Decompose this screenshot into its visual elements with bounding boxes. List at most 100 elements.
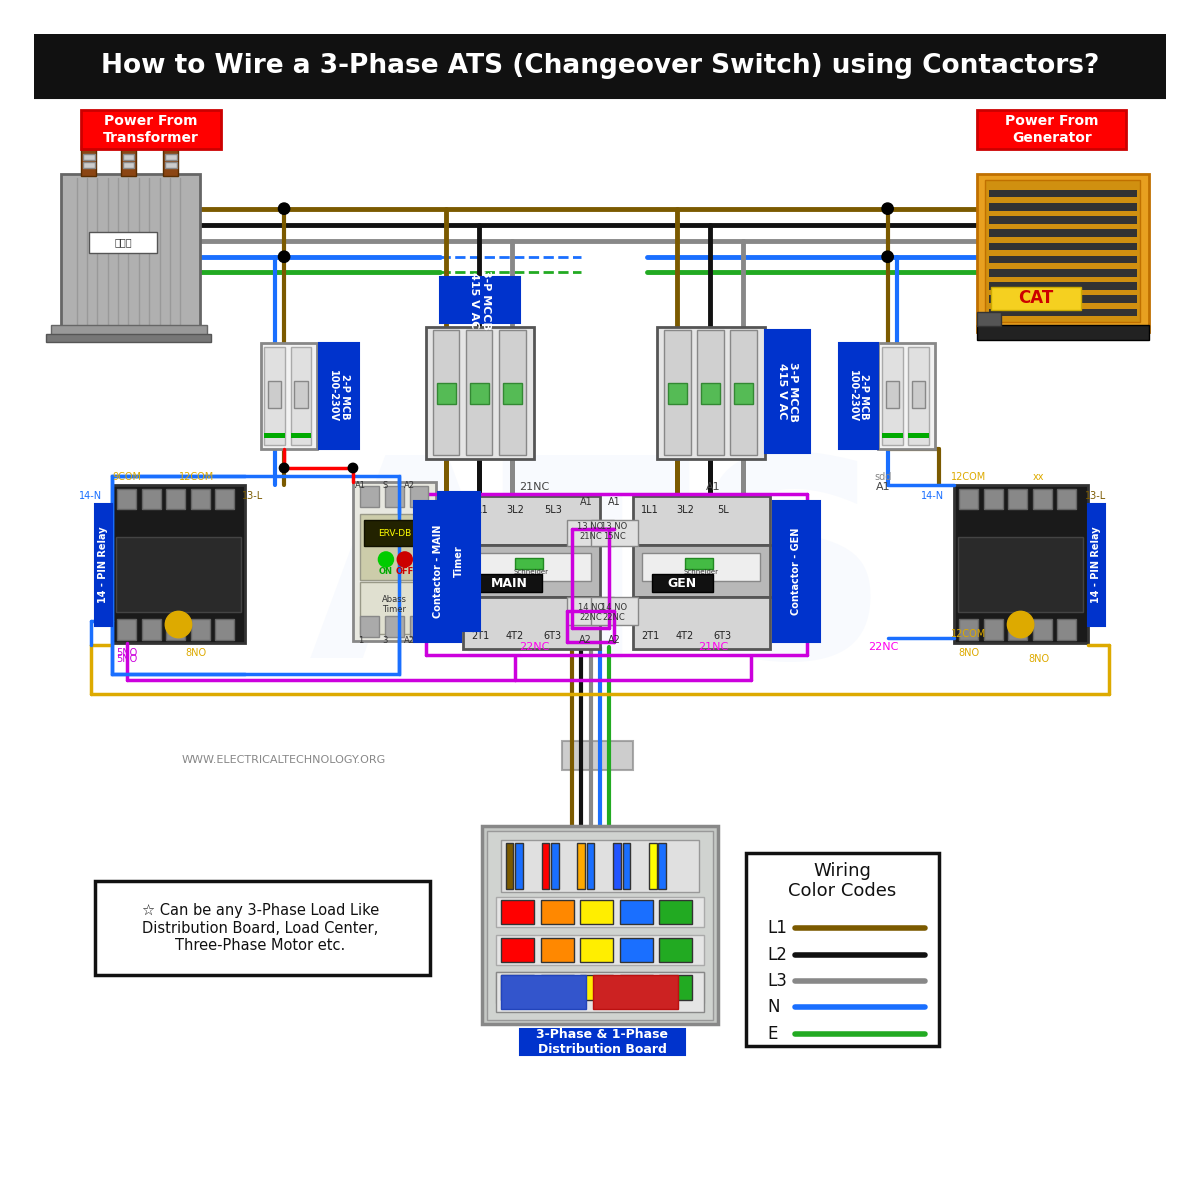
Text: xx: xx (1033, 473, 1044, 482)
Text: 14 - PIN Relay: 14 - PIN Relay (98, 527, 108, 604)
Bar (1008, 488, 1027, 510)
Text: 2T1: 2T1 (472, 631, 490, 641)
Bar (1057, 488, 1076, 510)
Circle shape (348, 463, 358, 473)
Bar (503, 383, 522, 404)
Bar (1033, 488, 1051, 510)
Bar (989, 203, 1136, 210)
Bar (652, 574, 713, 593)
Bar (166, 154, 176, 160)
Text: 1L1: 1L1 (472, 505, 490, 516)
Text: 2T1: 2T1 (641, 631, 659, 641)
Bar (989, 256, 1136, 263)
Text: 3-P MCCB
415 V AC: 3-P MCCB 415 V AC (469, 270, 491, 330)
Text: 22NC: 22NC (518, 642, 550, 652)
Bar (470, 383, 488, 404)
Bar (142, 619, 161, 640)
Bar (649, 844, 656, 888)
Bar (984, 619, 1003, 640)
Bar (620, 976, 653, 1000)
Text: 15NC: 15NC (602, 533, 625, 541)
Bar (977, 325, 1148, 340)
Bar (551, 844, 558, 888)
Bar (959, 488, 978, 510)
Text: A1: A1 (876, 482, 890, 492)
Bar (438, 492, 480, 631)
Bar (634, 598, 769, 649)
Text: Abass
Timer: Abass Timer (382, 595, 407, 614)
Bar (566, 598, 614, 625)
Text: 5L3: 5L3 (544, 505, 562, 516)
Text: 12COM: 12COM (952, 629, 986, 638)
Bar (385, 486, 404, 506)
Text: 5L: 5L (716, 505, 728, 516)
Bar (319, 343, 359, 449)
Text: Contactor - GEN: Contactor - GEN (791, 528, 802, 616)
Text: 3: 3 (383, 636, 388, 646)
Bar (433, 330, 460, 455)
Bar (290, 347, 312, 445)
Bar (166, 162, 176, 168)
Bar (47, 334, 211, 342)
Bar (121, 145, 136, 175)
Bar (613, 844, 620, 888)
Bar (660, 976, 692, 1000)
Circle shape (882, 251, 893, 263)
Text: 2-P MCB
100-230V: 2-P MCB 100-230V (847, 371, 869, 422)
Text: A1: A1 (607, 497, 620, 506)
Bar (167, 488, 185, 510)
Circle shape (278, 203, 289, 215)
Bar (166, 140, 176, 149)
Text: 22NC: 22NC (580, 613, 602, 623)
Bar (290, 433, 312, 438)
Bar (660, 937, 692, 962)
Bar (112, 485, 246, 643)
Text: L3: L3 (767, 972, 787, 990)
Bar (365, 520, 425, 546)
Bar (620, 937, 653, 962)
Bar (697, 330, 724, 455)
Text: 14 - PIN Relay: 14 - PIN Relay (1091, 527, 1102, 604)
Text: 22NC: 22NC (868, 642, 898, 652)
Bar (580, 900, 613, 924)
Text: How to Wire a 3-Phase ATS (Changeover Switch) using Contactors?: How to Wire a 3-Phase ATS (Changeover Sw… (101, 53, 1099, 79)
Bar (83, 162, 95, 168)
Bar (912, 382, 925, 408)
Text: ON: ON (379, 568, 392, 576)
Bar (437, 383, 456, 404)
Bar (360, 582, 428, 634)
Bar (989, 216, 1136, 223)
Text: 13-L: 13-L (1085, 491, 1105, 502)
Bar (268, 382, 281, 408)
Bar (540, 937, 574, 962)
Text: 3-Phase & 1-Phase
Distribution Board: 3-Phase & 1-Phase Distribution Board (536, 1028, 668, 1056)
Bar (563, 742, 634, 769)
Bar (191, 488, 210, 510)
Bar (701, 383, 720, 404)
Bar (664, 330, 690, 455)
Bar (984, 488, 1003, 510)
Text: A2: A2 (580, 635, 593, 644)
Text: Timer: Timer (454, 546, 464, 577)
Text: MAIN: MAIN (491, 576, 528, 589)
Text: 21NC: 21NC (518, 482, 550, 492)
Bar (353, 482, 436, 641)
Bar (989, 295, 1136, 302)
Bar (878, 343, 935, 449)
Circle shape (397, 552, 413, 566)
Text: 1: 1 (358, 636, 364, 646)
Bar (989, 269, 1136, 276)
Text: 4T2: 4T2 (676, 631, 694, 641)
Text: 8NO: 8NO (1028, 654, 1049, 665)
Bar (497, 972, 703, 1003)
Bar (886, 382, 899, 408)
Bar (497, 972, 703, 1012)
Bar (540, 976, 574, 1000)
Circle shape (280, 463, 289, 473)
Text: 5NO: 5NO (116, 654, 137, 665)
Circle shape (378, 552, 394, 566)
Bar (473, 553, 590, 581)
Bar (163, 145, 179, 175)
Circle shape (882, 203, 893, 215)
Bar (882, 347, 902, 445)
